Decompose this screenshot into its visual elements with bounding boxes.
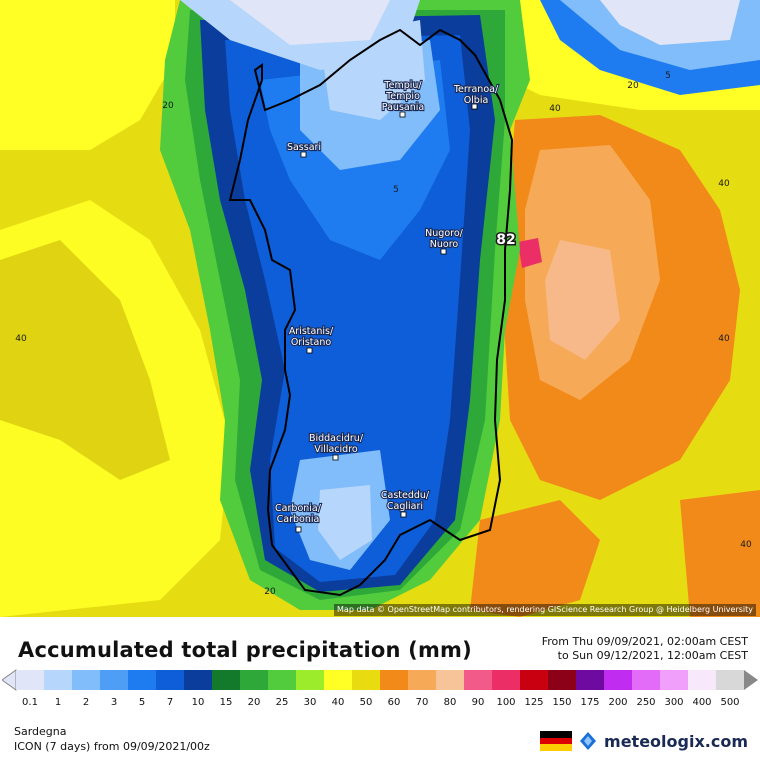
scale-tick-label: 25: [275, 697, 289, 708]
legend-title: Accumulated total precipitation (mm): [18, 638, 472, 662]
legend-period: From Thu 09/09/2021, 02:00am CEST to Sun…: [542, 635, 748, 663]
city-label: Terranoa/Olbia: [453, 84, 499, 106]
color-scale: [2, 669, 758, 691]
city-label: Sassari: [287, 142, 321, 153]
scale-tick-label: 50: [359, 697, 373, 708]
flag-stripe: [540, 737, 573, 745]
scale-swatch: [520, 670, 549, 690]
scale-tick-label: 40: [331, 697, 345, 708]
color-scale-labels: 0.1 1 2 3 5 7 10 15 20 25 30 40 50 60 70 80 90 100 125 150 1…: [0, 697, 760, 711]
scale-swatch: [240, 670, 269, 690]
city-sassari: Sassari: [286, 141, 322, 158]
period-from: From Thu 09/09/2021, 02:00am CEST: [541, 635, 748, 648]
scale-tick-label: 400: [692, 697, 712, 708]
flag-stripe: [540, 731, 573, 738]
city-label: Carbonia/Carbonia: [275, 503, 322, 525]
scale-swatch: [352, 670, 381, 690]
isoline-label: 20: [162, 101, 174, 111]
city-cagliari: Casteddu/Cagliari: [380, 489, 431, 518]
scale-swatch: [408, 670, 437, 690]
isoline-label: 5: [665, 71, 671, 81]
scale-tick-label: 200: [608, 697, 628, 708]
germany-flag-icon: [540, 731, 573, 752]
flag-stripe: [540, 744, 573, 752]
scale-swatch: [268, 670, 297, 690]
city-label: Nugoro/Nuoro: [425, 228, 463, 250]
scale-swatch: [100, 670, 129, 690]
isoline-label: 20: [264, 587, 276, 597]
scale-tick-label: 175: [580, 697, 600, 708]
city-nuoro: Nugoro/Nuoro: [424, 227, 465, 255]
isoline-label: 40: [718, 334, 730, 344]
scale-swatch: [604, 670, 633, 690]
isoline-label: 5: [393, 185, 399, 195]
scale-tick-label: 90: [471, 697, 485, 708]
scale-tick-label: 150: [552, 697, 572, 708]
city-label: Biddacidru/Villacidro: [309, 433, 364, 455]
scale-swatch: [296, 670, 325, 690]
scale-tick-label: 3: [110, 697, 118, 708]
scale-swatch: [44, 670, 73, 690]
scale-swatch: [716, 670, 745, 690]
scale-swatch: [688, 670, 717, 690]
scale-tick-label: 30: [303, 697, 317, 708]
precipitation-map[interactable]: 20 5 20 5 40 40 40 40 40 20 82 Tempiu/Te…: [0, 0, 760, 617]
city-olbia: Terranoa/Olbia: [452, 83, 500, 110]
scale-swatch: [128, 670, 157, 690]
scale-swatch: [324, 670, 353, 690]
scale-swatch: [632, 670, 661, 690]
scale-tick-label: 7: [166, 697, 174, 708]
scale-tick-label: 60: [387, 697, 401, 708]
city-carbonia: Carbonia/Carbonia: [274, 502, 323, 533]
city-villacidro: Biddacidru/Villacidro: [308, 432, 365, 461]
scale-tick-label: 300: [664, 697, 684, 708]
scale-swatch: [660, 670, 689, 690]
scale-tick-label: 250: [636, 697, 656, 708]
map-attribution[interactable]: Map data © OpenStreetMap contributors, r…: [334, 604, 756, 616]
model-info: ICON (7 days) from 09/09/2021/00z: [14, 740, 210, 753]
city-oristano: Aristanis/Oristano: [288, 325, 335, 354]
period-to: to Sun 09/12/2021, 12:00am CEST: [557, 649, 748, 662]
scale-swatch: [16, 670, 45, 690]
scale-tick-label: 70: [415, 697, 429, 708]
scale-start-arrow: [2, 669, 17, 691]
isoline-label: 40: [549, 104, 561, 114]
scale-tick-label: 20: [247, 697, 261, 708]
scale-tick-label: 100: [496, 697, 516, 708]
scale-swatch: [436, 670, 465, 690]
meteologix-logo-icon: [580, 732, 597, 750]
isoline-label: 40: [15, 334, 27, 344]
isoline-label: 20: [627, 81, 639, 91]
scale-swatch: [548, 670, 577, 690]
city-label: Tempiu/Tempio Pausania: [382, 80, 424, 113]
brand[interactable]: meteologix.com: [540, 731, 748, 752]
scale-tick-label: 0.1: [22, 697, 38, 708]
scale-tick-label: 500: [720, 697, 740, 708]
scale-tick-label: 10: [191, 697, 205, 708]
isoline-label: 40: [740, 540, 752, 550]
max-value-label: 82: [496, 232, 515, 248]
scale-swatch: [72, 670, 101, 690]
isoline-label: 40: [718, 179, 730, 189]
scale-swatch: [576, 670, 605, 690]
scale-swatch: [492, 670, 521, 690]
scale-swatch: [380, 670, 409, 690]
city-label: Casteddu/Cagliari: [381, 490, 430, 512]
island-outline: [228, 28, 514, 597]
region-name: Sardegna: [14, 725, 67, 738]
scale-tick-label: 2: [82, 697, 90, 708]
city-tempio: Tempiu/Tempio Pausania: [381, 79, 425, 118]
scale-swatch: [464, 670, 493, 690]
scale-tick-label: 1: [54, 697, 62, 708]
scale-tick-label: 80: [443, 697, 457, 708]
scale-end-arrow: [744, 670, 758, 690]
scale-swatch: [156, 670, 185, 690]
scale-tick-label: 15: [219, 697, 233, 708]
scale-swatch: [212, 670, 241, 690]
scale-tick-label: 125: [524, 697, 544, 708]
scale-swatch: [184, 670, 213, 690]
city-label: Aristanis/Oristano: [289, 326, 334, 348]
scale-tick-label: 5: [138, 697, 146, 708]
brand-name: meteologix.com: [604, 731, 748, 751]
